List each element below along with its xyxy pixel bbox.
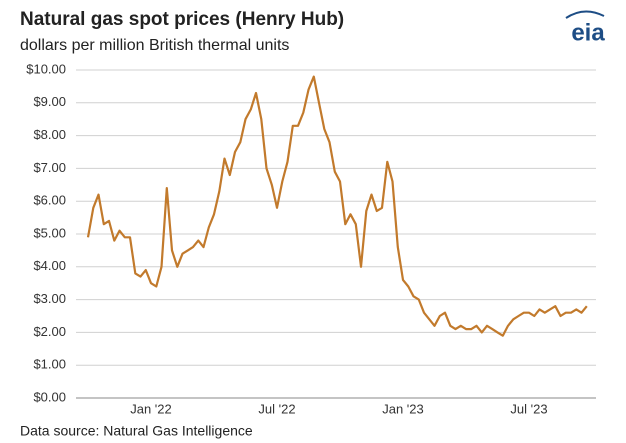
chart-title: Natural gas spot prices (Henry Hub)	[20, 9, 344, 30]
x-tick-label: Jan '23	[382, 401, 424, 416]
price-line	[86, 75, 588, 337]
x-tick-label: Jul '23	[510, 401, 547, 416]
x-tick-label: Jul '22	[258, 401, 295, 416]
y-tick-label: $8.00	[33, 127, 66, 142]
logo: eia	[571, 19, 605, 46]
y-tick-label: $2.00	[33, 324, 66, 339]
y-tick-label: $0.00	[33, 389, 66, 404]
y-tick-label: $6.00	[33, 193, 66, 208]
chart-subtitle: dollars per million British thermal unit…	[20, 37, 289, 54]
y-tick-label: $3.00	[33, 291, 66, 306]
source-note: Data source: Natural Gas Intelligence	[20, 423, 253, 439]
y-tick-label: $5.00	[33, 225, 66, 240]
y-tick-label: $4.00	[33, 258, 66, 273]
y-tick-label: $10.00	[26, 61, 66, 76]
x-tick-label: Jan '22	[130, 401, 172, 416]
y-tick-label: $1.00	[33, 357, 66, 372]
logo-arc	[565, 10, 605, 19]
y-tick-label: $7.00	[33, 160, 66, 175]
y-tick-label: $9.00	[33, 94, 66, 109]
